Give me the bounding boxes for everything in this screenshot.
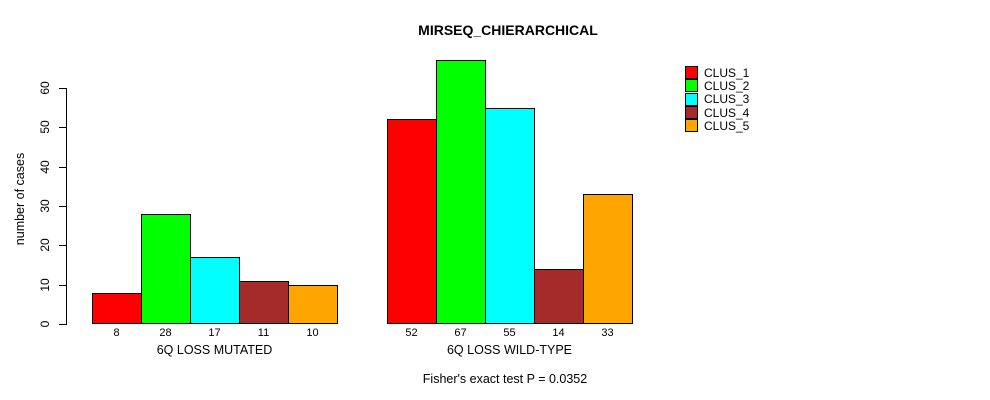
y-tick <box>59 206 66 207</box>
legend-label: CLUS_3 <box>704 92 750 107</box>
y-tick-label: 30 <box>38 199 52 213</box>
y-tick <box>59 88 66 89</box>
bar-clus_5-1 <box>288 285 338 324</box>
legend-item: CLUS_4 <box>685 105 750 120</box>
y-tick-label: 60 <box>38 81 52 95</box>
y-axis-line <box>66 88 67 325</box>
bar-clus_5-2 <box>583 194 633 324</box>
legend-item: CLUS_2 <box>685 78 750 93</box>
bar-clus_4-1 <box>239 281 289 324</box>
legend-swatch <box>685 79 698 93</box>
bar-value-label: 33 <box>601 327 614 339</box>
legend-label: CLUS_1 <box>704 65 750 80</box>
legend-swatch <box>685 106 698 120</box>
legend-swatch <box>685 119 698 133</box>
legend-swatch <box>685 92 698 106</box>
bar-value-label: 28 <box>159 327 172 339</box>
bar-value-label: 55 <box>503 327 516 339</box>
y-tick <box>59 166 66 168</box>
bar-clus_2-2 <box>436 60 486 324</box>
legend: CLUS_1 CLUS_2 CLUS_3 CLUS_4 CLUS_5 <box>685 65 750 133</box>
y-tick-label: 0 <box>38 320 52 328</box>
bar-clus_1-1 <box>92 293 142 324</box>
legend-item: CLUS_1 <box>685 65 750 80</box>
y-tick <box>59 324 66 325</box>
bar-value-label: 8 <box>113 327 120 339</box>
bar-clus_2-1 <box>141 214 191 324</box>
y-tick <box>59 284 66 286</box>
legend-item: CLUS_5 <box>685 118 750 133</box>
y-tick-label: 50 <box>38 120 52 135</box>
bar-value-label: 67 <box>454 327 467 339</box>
footer-note: Fisher's exact test P = 0.0352 <box>422 372 588 386</box>
y-axis-title: number of cases <box>13 152 27 246</box>
legend-swatch <box>685 66 698 80</box>
y-tick-label: 20 <box>38 238 52 253</box>
bar-value-label: 17 <box>208 327 221 339</box>
bar-value-label: 14 <box>552 327 565 339</box>
legend-item: CLUS_3 <box>685 92 750 107</box>
y-tick-label: 10 <box>38 277 52 292</box>
chart-title: MIRSEQ_CHIERARCHICAL <box>418 22 598 38</box>
y-tick-label: 40 <box>38 159 52 174</box>
legend-label: CLUS_5 <box>704 118 750 133</box>
bar-clus_3-1 <box>190 257 240 324</box>
y-tick <box>59 127 66 129</box>
legend-label: CLUS_4 <box>704 105 750 120</box>
bar-clus_4-2 <box>534 269 584 324</box>
legend-label: CLUS_2 <box>704 78 750 93</box>
bar-clus_1-2 <box>387 119 437 324</box>
bar-value-label: 52 <box>405 327 418 339</box>
bar-clus_3-2 <box>485 108 535 324</box>
bar-value-label: 11 <box>257 327 270 339</box>
y-tick <box>59 245 66 247</box>
group-label: 6Q LOSS WILD-TYPE <box>446 343 573 357</box>
bar-value-label: 10 <box>306 327 319 339</box>
group-label: 6Q LOSS MUTATED <box>156 343 273 357</box>
